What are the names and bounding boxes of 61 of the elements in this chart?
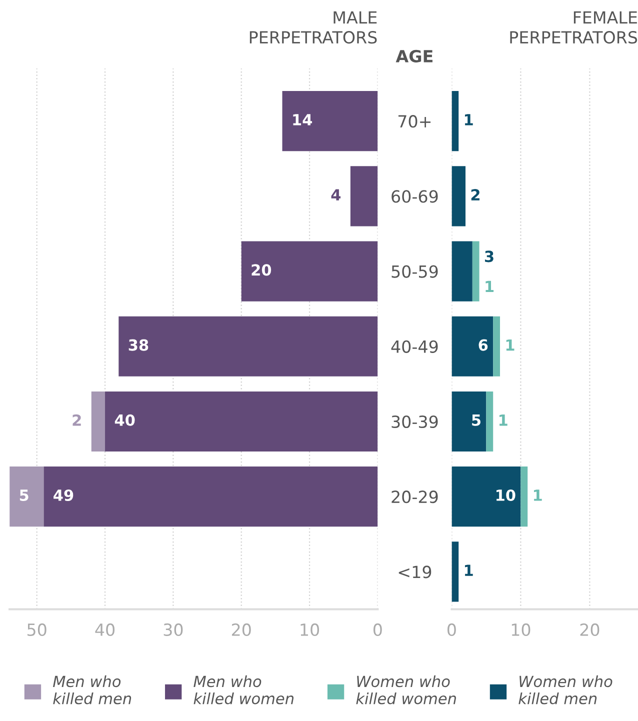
y-tick-label: <19 (398, 566, 432, 578)
data-label: 40 (114, 414, 135, 426)
x-tick-label: 50 (28, 623, 46, 636)
data-label: 2 (72, 414, 81, 426)
data-label: 2 (471, 189, 480, 200)
legend-label: Women who killed men (518, 675, 612, 704)
x-tick-label: 20 (232, 623, 251, 636)
data-label: 20 (252, 264, 272, 276)
data-label: 1 (506, 339, 514, 351)
bar (91, 391, 106, 452)
data-label: 1 (486, 280, 494, 292)
data-label: 1 (534, 490, 542, 501)
data-label: 1 (464, 564, 473, 576)
legend-label: Men who killed women (194, 675, 294, 704)
x-tick-label: 0 (448, 623, 456, 636)
x-tick-label: 10 (300, 623, 320, 636)
bar (452, 91, 459, 152)
y-tick-label: 20-29 (392, 490, 438, 504)
data-label: 6 (478, 339, 488, 351)
legend-label: Women who killed women (356, 675, 456, 704)
y-tick-label: 50-59 (392, 265, 438, 278)
bar (282, 91, 378, 152)
data-label: 4 (331, 189, 341, 200)
bar (452, 542, 459, 602)
bar (472, 241, 480, 302)
bar (486, 391, 494, 452)
bar (44, 466, 378, 527)
x-tick-label: 0 (373, 623, 382, 636)
data-label: 1 (464, 114, 473, 126)
data-label: 5 (472, 414, 480, 426)
data-label: 49 (54, 489, 74, 502)
bar (10, 466, 44, 527)
data-label: 14 (293, 114, 312, 126)
bar (493, 316, 500, 376)
y-axis-title: AGE (396, 50, 432, 62)
data-label: 3 (484, 250, 494, 262)
data-label: 1 (499, 414, 508, 426)
bar (452, 241, 472, 302)
legend-label: Men who killed men (53, 675, 132, 704)
bar (241, 241, 378, 302)
y-tick-label: 60-69 (392, 190, 438, 203)
chart-title: MALE PERPETRATORS (250, 11, 377, 44)
bar (452, 391, 486, 452)
y-tick-label: 30-39 (392, 415, 438, 428)
x-tick-label: 10 (512, 623, 530, 636)
bar (350, 166, 378, 226)
bar (105, 391, 378, 452)
y-tick-label: 40-49 (391, 340, 438, 353)
x-tick-label: 40 (95, 623, 115, 636)
x-tick-label: 20 (580, 623, 600, 636)
bar (452, 166, 466, 226)
data-label: 38 (128, 339, 148, 351)
bar (452, 316, 494, 376)
bar (452, 466, 521, 527)
bar (520, 466, 528, 527)
bar (118, 316, 378, 376)
data-label: 10 (496, 489, 516, 502)
chart-title: FEMALE PERPETRATORS (510, 11, 638, 44)
y-tick-label: 70+ (398, 115, 431, 128)
data-label: 5 (20, 490, 28, 502)
x-tick-label: 30 (164, 623, 183, 636)
